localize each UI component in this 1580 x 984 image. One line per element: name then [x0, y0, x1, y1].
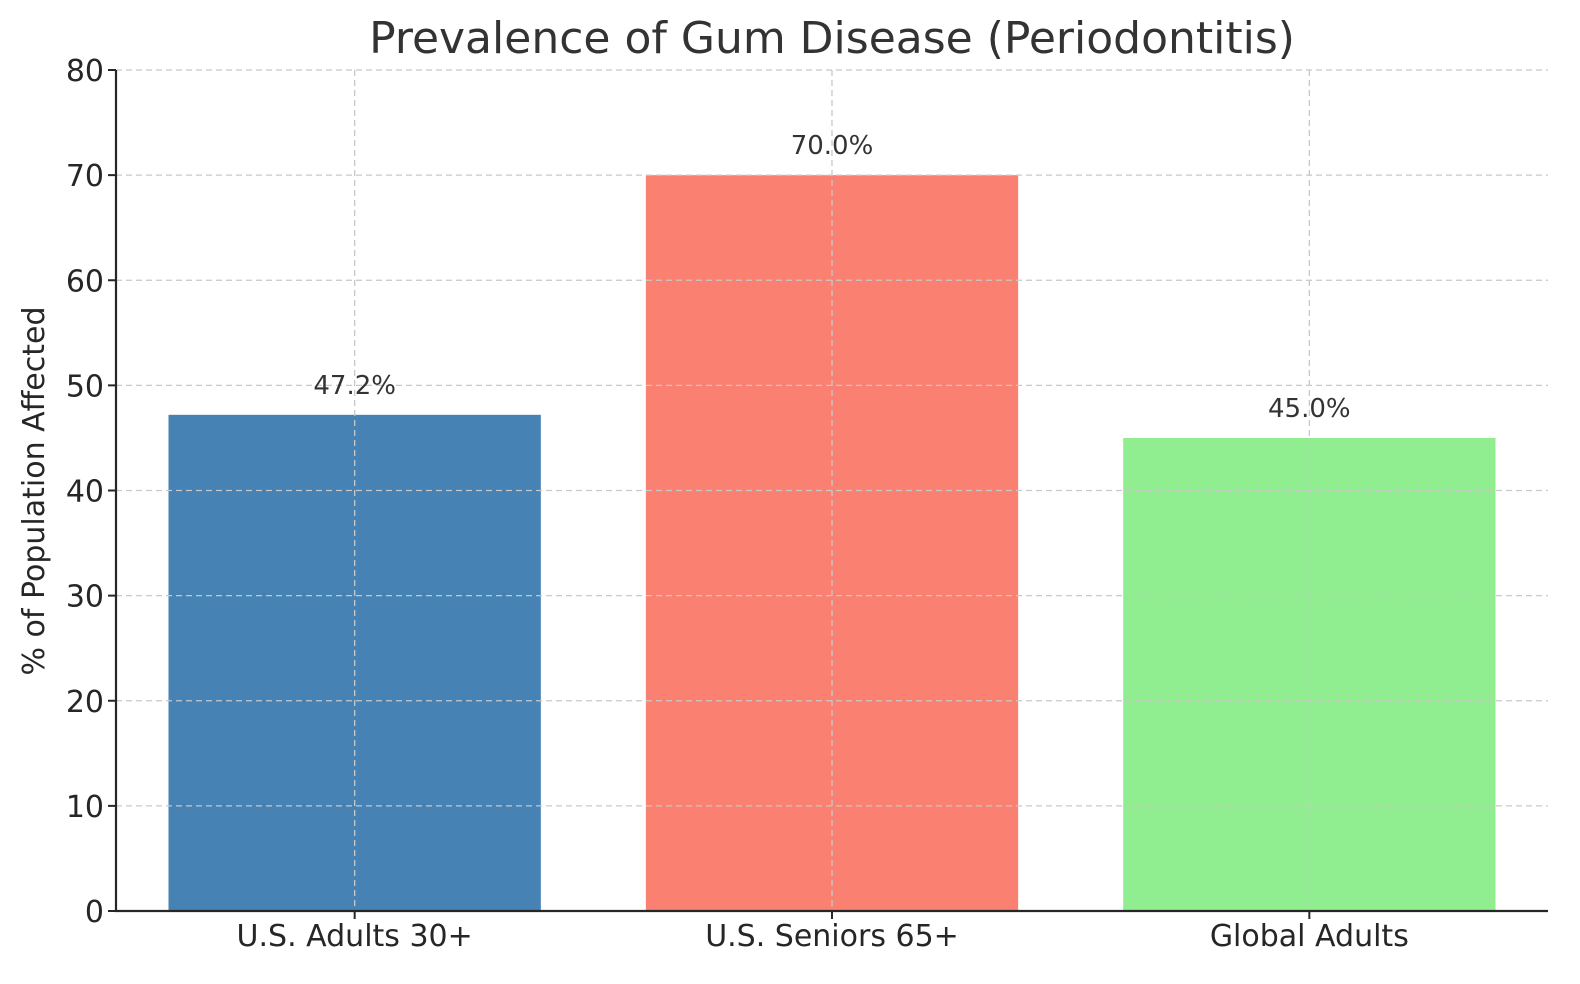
- y-axis-label: % of Population Affected: [17, 306, 52, 675]
- y-tick-label: 20: [66, 685, 104, 720]
- x-tick-label: U.S. Adults 30+: [237, 919, 473, 954]
- y-tick-label: 70: [66, 159, 104, 194]
- chart-title: Prevalence of Gum Disease (Periodontitis…: [369, 13, 1295, 64]
- y-tick-label: 60: [66, 264, 104, 299]
- y-tick-label: 80: [66, 54, 104, 89]
- y-tick-label: 50: [66, 369, 104, 404]
- value-labels: 47.2% 70.0% 45.0%: [313, 131, 1350, 424]
- x-axis-ticks: U.S. Adults 30+ U.S. Seniors 65+ Global Ad…: [237, 911, 1409, 954]
- bar-value-label: 45.0%: [1268, 394, 1351, 424]
- y-tick-label: 10: [66, 790, 104, 825]
- y-axis-ticks: 0 10 20 30 40 50 60 70 80: [66, 54, 116, 930]
- x-tick-label: U.S. Seniors 65+: [705, 919, 959, 954]
- y-tick-label: 40: [66, 475, 104, 510]
- y-tick-label: 30: [66, 580, 104, 615]
- bar-value-label: 47.2%: [313, 371, 396, 401]
- grid-lines-overlay: [116, 69, 1548, 912]
- x-tick-label: Global Adults: [1210, 919, 1409, 954]
- bar-value-label: 70.0%: [791, 131, 874, 161]
- y-tick-label: 0: [85, 895, 104, 930]
